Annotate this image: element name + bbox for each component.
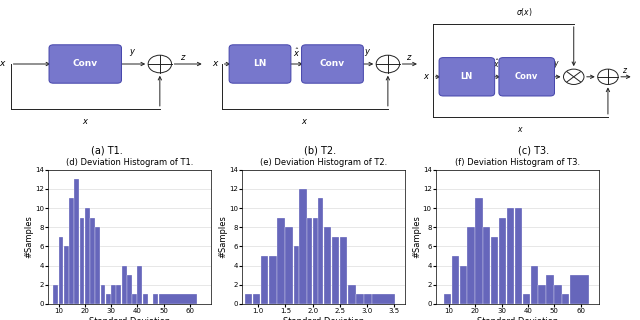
- Text: Conv: Conv: [320, 60, 345, 68]
- Bar: [299, 189, 307, 304]
- Bar: [85, 208, 90, 304]
- Text: $\sigma(x)$: $\sigma(x)$: [516, 5, 533, 18]
- Text: (b) T2.: (b) T2.: [303, 145, 336, 156]
- Bar: [79, 218, 84, 304]
- Text: $\hat{x}$: $\hat{x}$: [292, 46, 300, 59]
- Text: LN: LN: [253, 60, 267, 68]
- Bar: [95, 227, 100, 304]
- Text: LN: LN: [461, 72, 473, 81]
- Text: (a) T1.: (a) T1.: [91, 145, 122, 156]
- Text: $y$: $y$: [554, 59, 560, 69]
- Text: $x$: $x$: [423, 72, 431, 81]
- Text: $y$: $y$: [364, 47, 371, 58]
- Bar: [116, 285, 122, 304]
- FancyBboxPatch shape: [49, 45, 122, 83]
- Bar: [111, 285, 116, 304]
- Bar: [64, 246, 68, 304]
- Title: (f) Deviation Histogram of T3.: (f) Deviation Histogram of T3.: [455, 158, 580, 167]
- Bar: [531, 266, 538, 304]
- X-axis label: Standard Deviation: Standard Deviation: [89, 317, 170, 320]
- Title: (e) Deviation Histogram of T2.: (e) Deviation Histogram of T2.: [260, 158, 387, 167]
- Text: $x$: $x$: [212, 60, 220, 68]
- Text: Conv: Conv: [515, 72, 538, 81]
- Bar: [372, 294, 395, 304]
- X-axis label: Standard Deviation: Standard Deviation: [283, 317, 364, 320]
- Bar: [356, 294, 364, 304]
- Bar: [476, 198, 483, 304]
- Bar: [127, 275, 132, 304]
- Bar: [294, 246, 299, 304]
- Bar: [515, 208, 522, 304]
- Bar: [122, 266, 127, 304]
- Bar: [74, 179, 79, 304]
- Title: (d) Deviation Histogram of T1.: (d) Deviation Histogram of T1.: [66, 158, 193, 167]
- Bar: [90, 218, 95, 304]
- Bar: [313, 218, 317, 304]
- Text: $x$: $x$: [301, 117, 308, 126]
- Bar: [277, 218, 285, 304]
- Y-axis label: #Samples: #Samples: [412, 215, 421, 258]
- Bar: [562, 294, 570, 304]
- Bar: [307, 218, 312, 304]
- Bar: [253, 294, 260, 304]
- Bar: [53, 285, 58, 304]
- Bar: [318, 198, 323, 304]
- Bar: [340, 237, 348, 304]
- FancyBboxPatch shape: [301, 45, 364, 83]
- Text: $z$: $z$: [623, 66, 628, 75]
- FancyBboxPatch shape: [439, 58, 495, 96]
- FancyBboxPatch shape: [229, 45, 291, 83]
- Bar: [538, 285, 546, 304]
- Bar: [159, 294, 197, 304]
- Bar: [348, 285, 355, 304]
- Text: $x$: $x$: [0, 60, 6, 68]
- Y-axis label: #Samples: #Samples: [24, 215, 33, 258]
- Bar: [364, 294, 372, 304]
- Text: $z$: $z$: [406, 53, 413, 62]
- Text: $x$: $x$: [517, 125, 524, 134]
- Bar: [460, 266, 467, 304]
- Bar: [570, 275, 589, 304]
- Bar: [324, 227, 331, 304]
- Bar: [58, 237, 63, 304]
- Bar: [261, 256, 268, 304]
- Text: Conv: Conv: [73, 60, 98, 68]
- X-axis label: Standard Deviation: Standard Deviation: [477, 317, 558, 320]
- Bar: [507, 208, 514, 304]
- Bar: [554, 285, 561, 304]
- Bar: [483, 227, 490, 304]
- Bar: [100, 285, 106, 304]
- Bar: [132, 294, 137, 304]
- Bar: [143, 294, 148, 304]
- Text: $y$: $y$: [129, 47, 136, 58]
- Bar: [138, 266, 142, 304]
- Y-axis label: #Samples: #Samples: [218, 215, 227, 258]
- Bar: [547, 275, 554, 304]
- Bar: [154, 294, 158, 304]
- Bar: [269, 256, 276, 304]
- Bar: [523, 294, 530, 304]
- Bar: [69, 198, 74, 304]
- Bar: [285, 227, 293, 304]
- Bar: [491, 237, 499, 304]
- Bar: [332, 237, 339, 304]
- Text: (c) T3.: (c) T3.: [518, 145, 548, 156]
- Bar: [444, 294, 451, 304]
- Bar: [467, 227, 475, 304]
- Bar: [499, 218, 506, 304]
- Text: $z$: $z$: [180, 53, 187, 62]
- Text: $\hat{x}$: $\hat{x}$: [493, 58, 500, 70]
- Text: $x$: $x$: [82, 117, 89, 126]
- Bar: [106, 294, 111, 304]
- Bar: [244, 294, 252, 304]
- Bar: [452, 256, 459, 304]
- FancyBboxPatch shape: [499, 58, 554, 96]
